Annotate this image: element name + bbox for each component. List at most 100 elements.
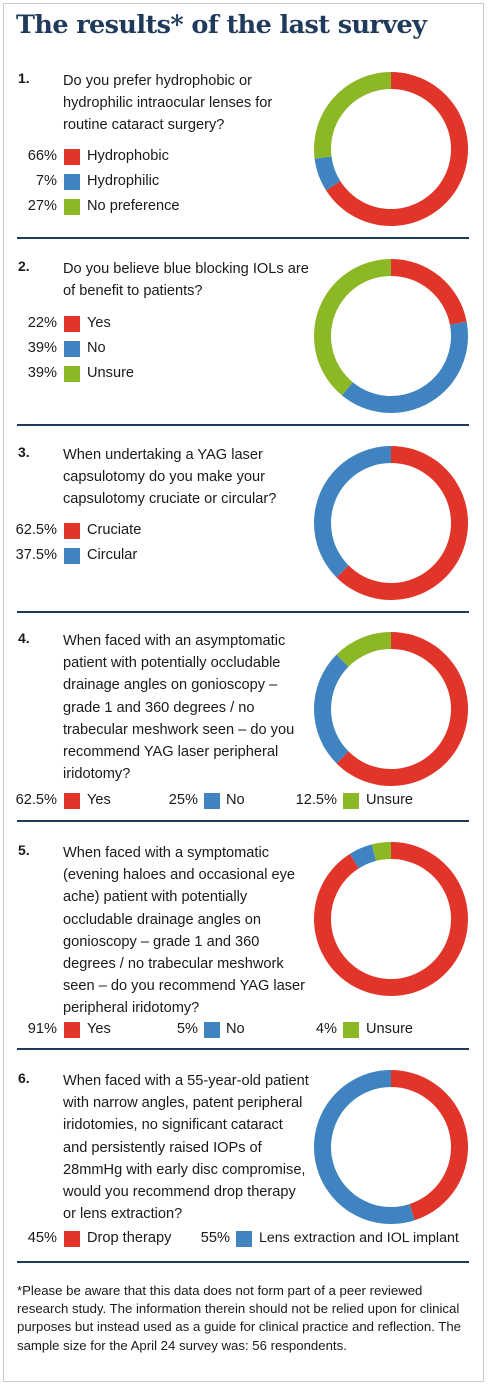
donut-slice-unsure	[336, 632, 391, 667]
legend-item: 12.5%	[0, 792, 337, 812]
donut-slice-no	[349, 844, 377, 869]
donut-slice-circular	[314, 446, 391, 578]
swatch-red	[64, 1022, 80, 1038]
donut-slice-no	[314, 654, 349, 764]
question-text: When faced with a 55-year-old patient wi…	[63, 1073, 309, 1223]
question-number: 6.	[18, 1070, 30, 1086]
legend-item: 4%	[0, 1021, 337, 1041]
legend-item: 22% Yes	[0, 315, 300, 335]
legend-item: 91% Yes	[0, 1021, 489, 1041]
divider	[17, 820, 469, 822]
question-text: When faced with an asymptomatic patient …	[63, 633, 295, 783]
donut-slice-unsure	[314, 259, 391, 396]
legend-label: Cruciate	[87, 522, 142, 538]
legend-pct: 4%	[315, 1021, 337, 1037]
swatch-red	[64, 793, 80, 809]
question-text: When faced with a symptomatic (evening h…	[63, 845, 306, 1017]
legend-pct: 39%	[27, 340, 57, 356]
legend-label: Circular	[87, 547, 138, 563]
legend-label: No	[226, 792, 245, 808]
divider	[17, 611, 469, 613]
legend-item: 7% Hydrophilic	[0, 173, 300, 193]
divider	[17, 1261, 469, 1263]
legend-item: 37.5% Circular	[0, 547, 300, 567]
legend-label: Yes	[87, 792, 111, 808]
legend-label: Hydrophilic	[87, 173, 160, 189]
legend-pct: 7%	[35, 173, 57, 189]
swatch-blue	[236, 1231, 252, 1247]
legend-pct: 66%	[27, 148, 57, 164]
legend-item: 66% Hydrophobic	[0, 148, 300, 168]
swatch-blue	[204, 1022, 220, 1038]
legend-item: 27% No preference	[0, 198, 300, 218]
swatch-blue	[64, 174, 80, 190]
legend-label: No preference	[87, 198, 180, 214]
donut-chart-q1	[314, 72, 468, 226]
question-number: 3.	[18, 444, 30, 460]
legend-label: Drop therapy	[87, 1230, 172, 1246]
legend-item: 39% No	[0, 340, 300, 360]
donut-slice-drop-therapy	[391, 1070, 468, 1221]
page-title: The results* of the last survey	[16, 10, 427, 40]
question-text: When undertaking a YAG laser capsulotomy…	[63, 447, 277, 508]
legend-item: 5%	[0, 1021, 198, 1041]
donut-chart-q3	[314, 446, 468, 600]
question-text: Do you believe blue blocking IOLs are of…	[63, 261, 309, 300]
swatch-green	[343, 793, 359, 809]
swatch-red	[64, 149, 80, 165]
legend-pct: 62.5%	[15, 792, 57, 808]
legend-item-swatch: No	[0, 1021, 489, 1041]
legend-item: 25%	[0, 792, 198, 812]
legend-pct: 45%	[27, 1230, 57, 1246]
legend-label: Unsure	[366, 792, 414, 808]
legend-item: 62.5% Cruciate	[0, 522, 300, 542]
legend-pct: 62.5%	[15, 522, 57, 538]
question-number: 5.	[18, 842, 30, 858]
swatch-green	[64, 199, 80, 215]
legend-pct: 91%	[27, 1021, 57, 1037]
legend-item: 39% Unsure	[0, 365, 300, 385]
infographic-frame	[3, 3, 484, 1382]
legend-pct: 22%	[27, 315, 57, 331]
legend-pct: 37.5%	[15, 547, 57, 563]
donut-slice-unsure	[371, 842, 391, 861]
question-number: 4.	[18, 630, 30, 646]
legend-item: 45% Drop therapy	[0, 1230, 489, 1250]
swatch-red	[64, 1231, 80, 1247]
legend-item-swatch: No	[0, 792, 489, 812]
donut-slice-yes	[314, 842, 468, 996]
legend-pct: 39%	[27, 365, 57, 381]
legend-label: Yes	[87, 315, 111, 331]
donut-slice-no	[341, 321, 468, 413]
legend-item: 62.5% Yes	[0, 792, 489, 812]
donut-slice-no-preference	[314, 72, 391, 159]
legend-item-swatch: Lens extraction and IOL implant	[0, 1230, 489, 1250]
donut-slice-yes	[391, 259, 467, 325]
donut-slice-cruciate	[336, 446, 468, 600]
donut-slice-yes	[336, 632, 468, 786]
swatch-blue	[64, 548, 80, 564]
legend-label: Yes	[87, 1021, 111, 1037]
question-number: 2.	[18, 258, 30, 274]
swatch-green	[64, 366, 80, 382]
legend-label: Lens extraction and IOL implant	[259, 1230, 459, 1246]
legend-label: Unsure	[366, 1021, 414, 1037]
legend-pct: 25%	[168, 792, 198, 808]
legend-pct: 12.5%	[295, 792, 337, 808]
legend-item: 55%	[0, 1230, 230, 1250]
donut-slice-hydrophilic	[314, 156, 341, 191]
legend-item-swatch: Unsure	[0, 792, 489, 812]
legend-item-swatch: Unsure	[0, 1021, 489, 1041]
swatch-blue	[64, 341, 80, 357]
question-text: Do you prefer hydrophobic or hydrophilic…	[63, 73, 273, 134]
donut-chart-q5	[314, 842, 468, 996]
donut-chart-q6	[313, 1070, 468, 1224]
legend-pct: 5%	[176, 1021, 198, 1037]
divider	[17, 237, 469, 239]
legend-label: Unsure	[87, 365, 135, 381]
legend-label: Hydrophobic	[87, 148, 169, 164]
footnote: *Please be aware that this data does not…	[17, 1283, 462, 1353]
legend-pct: 27%	[27, 198, 57, 214]
donut-chart-q2	[314, 259, 468, 413]
divider	[17, 424, 469, 426]
